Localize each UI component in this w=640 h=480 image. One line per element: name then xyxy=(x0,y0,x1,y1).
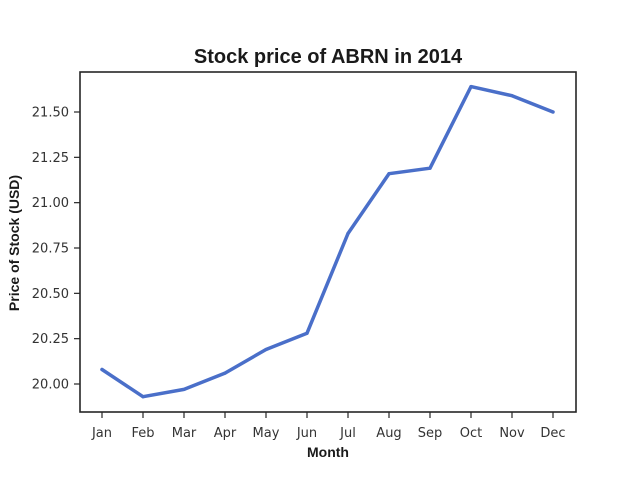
x-tick-label: Apr xyxy=(214,426,237,441)
x-tick-label: Aug xyxy=(376,426,401,441)
x-tick-label: Nov xyxy=(499,426,525,441)
data-point xyxy=(100,367,104,372)
data-point xyxy=(182,387,186,392)
x-tick-label: Sep xyxy=(418,426,443,441)
x-tick-label: Mar xyxy=(172,426,197,441)
y-tick-label: 21.50 xyxy=(32,106,69,121)
y-tick-label: 20.75 xyxy=(32,242,69,257)
plot-frame xyxy=(79,71,577,413)
data-point xyxy=(264,347,268,352)
y-tick-label: 20.00 xyxy=(32,378,69,393)
x-tick-label: Jul xyxy=(339,426,356,441)
data-point xyxy=(223,371,227,375)
chart-title: Stock price of ABRN in 2014 xyxy=(194,46,463,68)
data-point xyxy=(428,166,432,170)
y-axis-ticks: 20.00 20.25 20.50 20.75 21.00 21.25 21.50 xyxy=(32,106,80,393)
x-tick-label: Feb xyxy=(131,426,154,441)
data-point xyxy=(469,85,473,89)
y-tick-label: 21.00 xyxy=(32,196,69,211)
y-axis-label: Price of Stock (USD) xyxy=(6,175,22,311)
x-axis-ticks: Jan Feb Mar Apr May Jun Jul Aug Sep Oct Nov Dec xyxy=(91,412,566,441)
data-point xyxy=(346,231,350,236)
data-point xyxy=(551,110,555,114)
data-point xyxy=(305,331,309,335)
x-tick-label: Oct xyxy=(460,426,482,441)
y-tick-label: 20.50 xyxy=(32,287,69,302)
data-point xyxy=(141,395,145,399)
x-axis-label: Month xyxy=(307,444,349,460)
series-line xyxy=(100,84,555,399)
data-point xyxy=(387,172,391,176)
data-point xyxy=(510,94,514,98)
y-tick-label: 20.25 xyxy=(32,332,69,347)
y-tick-label: 21.25 xyxy=(32,151,69,166)
x-tick-label: Jan xyxy=(91,426,112,441)
x-tick-label: Dec xyxy=(540,426,565,441)
x-tick-label: May xyxy=(253,426,280,441)
x-tick-label: Jun xyxy=(296,426,317,441)
series-layer xyxy=(100,84,555,399)
